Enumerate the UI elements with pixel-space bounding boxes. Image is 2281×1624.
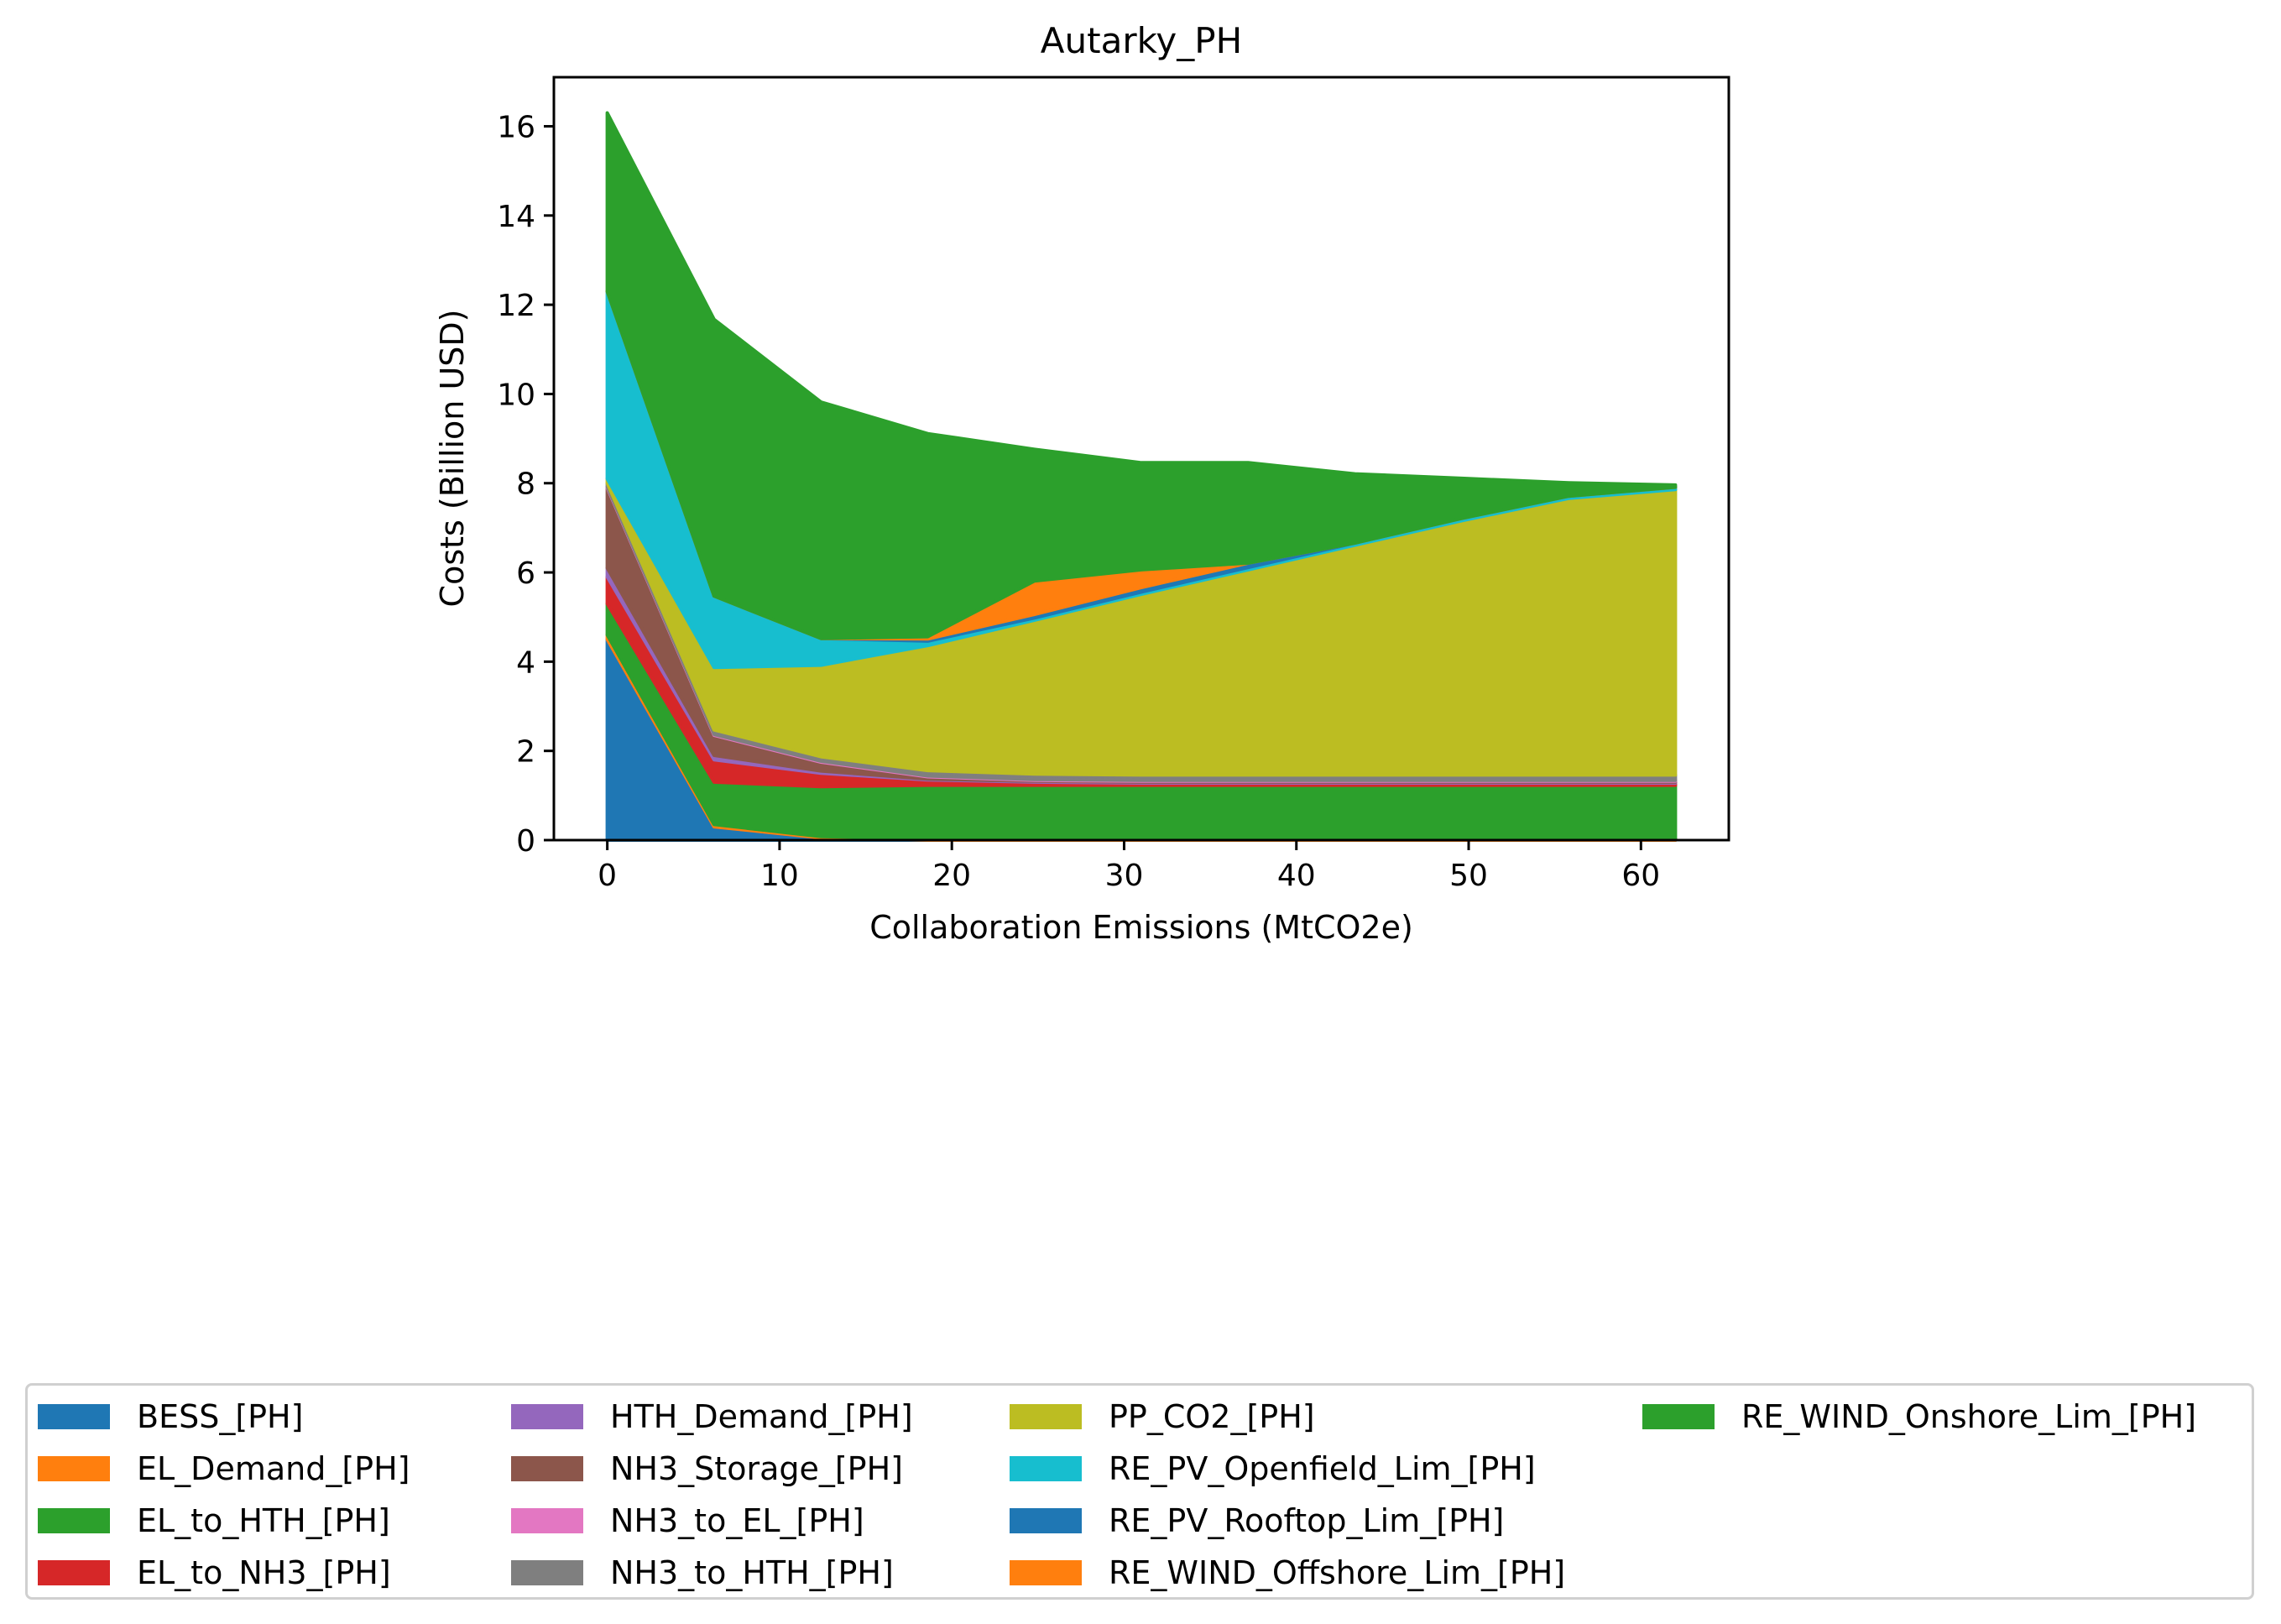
legend-swatch [511,1404,583,1429]
legend-label: RE_PV_Openfield_Lim_[PH] [1109,1450,1536,1487]
y-tick-label: 12 [497,289,535,323]
legend-label: EL_to_HTH_[PH] [137,1502,390,1539]
legend-swatch [1010,1508,1082,1533]
y-tick-label: 0 [516,824,535,859]
legend-item: EL_to_NH3_[PH] [38,1554,391,1591]
chart-title: Autarky_PH [1041,20,1242,61]
x-tick-label: 40 [1277,859,1316,893]
legend-label: NH3_to_HTH_[PH] [610,1554,894,1591]
legend-item: RE_WIND_Onshore_Lim_[PH] [1642,1398,2197,1435]
x-tick-label: 10 [760,859,799,893]
legend-label: RE_WIND_Offshore_Lim_[PH] [1109,1554,1566,1591]
legend-swatch [1642,1404,1715,1429]
legend-swatch [38,1456,110,1481]
y-tick-label: 14 [497,200,535,234]
x-tick-label: 50 [1449,859,1488,893]
x-axis: 0 10 20 30 40 50 60 [598,840,1660,893]
legend-swatch [511,1560,583,1585]
y-tick-label: 8 [516,467,535,502]
legend-label: EL_to_NH3_[PH] [137,1554,391,1591]
y-axis-label: Costs (Billion USD) [434,310,471,608]
legend-label: RE_WIND_Onshore_Lim_[PH] [1741,1398,2197,1435]
legend-label: HTH_Demand_[PH] [610,1398,913,1435]
y-tick-label: 10 [497,378,535,412]
legend-item: EL_Demand_[PH] [38,1450,410,1487]
legend-swatch [1010,1456,1082,1481]
y-axis: 0 2 4 6 8 10 12 14 16 [497,110,554,859]
legend-item: BESS_[PH] [38,1398,304,1435]
x-tick-label: 30 [1105,859,1144,893]
x-tick-label: 0 [598,859,617,893]
legend-item: RE_WIND_Offshore_Lim_[PH] [1010,1554,1566,1591]
legend-label: PP_CO2_[PH] [1109,1398,1315,1435]
legend-swatch [1010,1560,1082,1585]
x-tick-label: 60 [1621,859,1660,893]
legend-item: NH3_Storage_[PH] [511,1450,903,1487]
x-tick-label: 20 [932,859,971,893]
area-re-wind-onshore-lim-ph [605,111,1678,640]
y-tick-label: 2 [516,735,535,770]
legend-swatch [38,1404,110,1429]
legend-swatch [38,1508,110,1533]
legend-item: HTH_Demand_[PH] [511,1398,913,1435]
plot-areas [605,111,1678,842]
legend-swatch [38,1560,110,1585]
y-tick-label: 4 [516,645,535,680]
x-axis-label: Collaboration Emissions (MtCO2e) [869,909,1413,946]
legend-label: NH3_Storage_[PH] [610,1450,903,1487]
legend-label: BESS_[PH] [137,1398,304,1435]
legend-swatch [511,1508,583,1533]
legend-item: EL_to_HTH_[PH] [38,1502,390,1539]
legend-swatch [1010,1404,1082,1429]
legend-label: RE_PV_Rooftop_Lim_[PH] [1109,1502,1505,1539]
legend-item: NH3_to_EL_[PH] [511,1502,864,1539]
legend-item: RE_PV_Rooftop_Lim_[PH] [1010,1502,1505,1539]
legend-item: PP_CO2_[PH] [1010,1398,1315,1435]
y-tick-label: 6 [516,556,535,591]
y-tick-label: 16 [497,110,535,144]
legend-item: RE_PV_Openfield_Lim_[PH] [1010,1450,1536,1487]
legend-swatch [511,1456,583,1481]
plot-frame [552,76,1730,842]
legend-label: EL_Demand_[PH] [137,1450,410,1487]
legend-item: NH3_to_HTH_[PH] [511,1554,894,1591]
legend-label: NH3_to_EL_[PH] [610,1502,864,1539]
legend: BESS_[PH] EL_Demand_[PH] EL_to_HTH_[PH] EL_… [25,1383,2254,1600]
